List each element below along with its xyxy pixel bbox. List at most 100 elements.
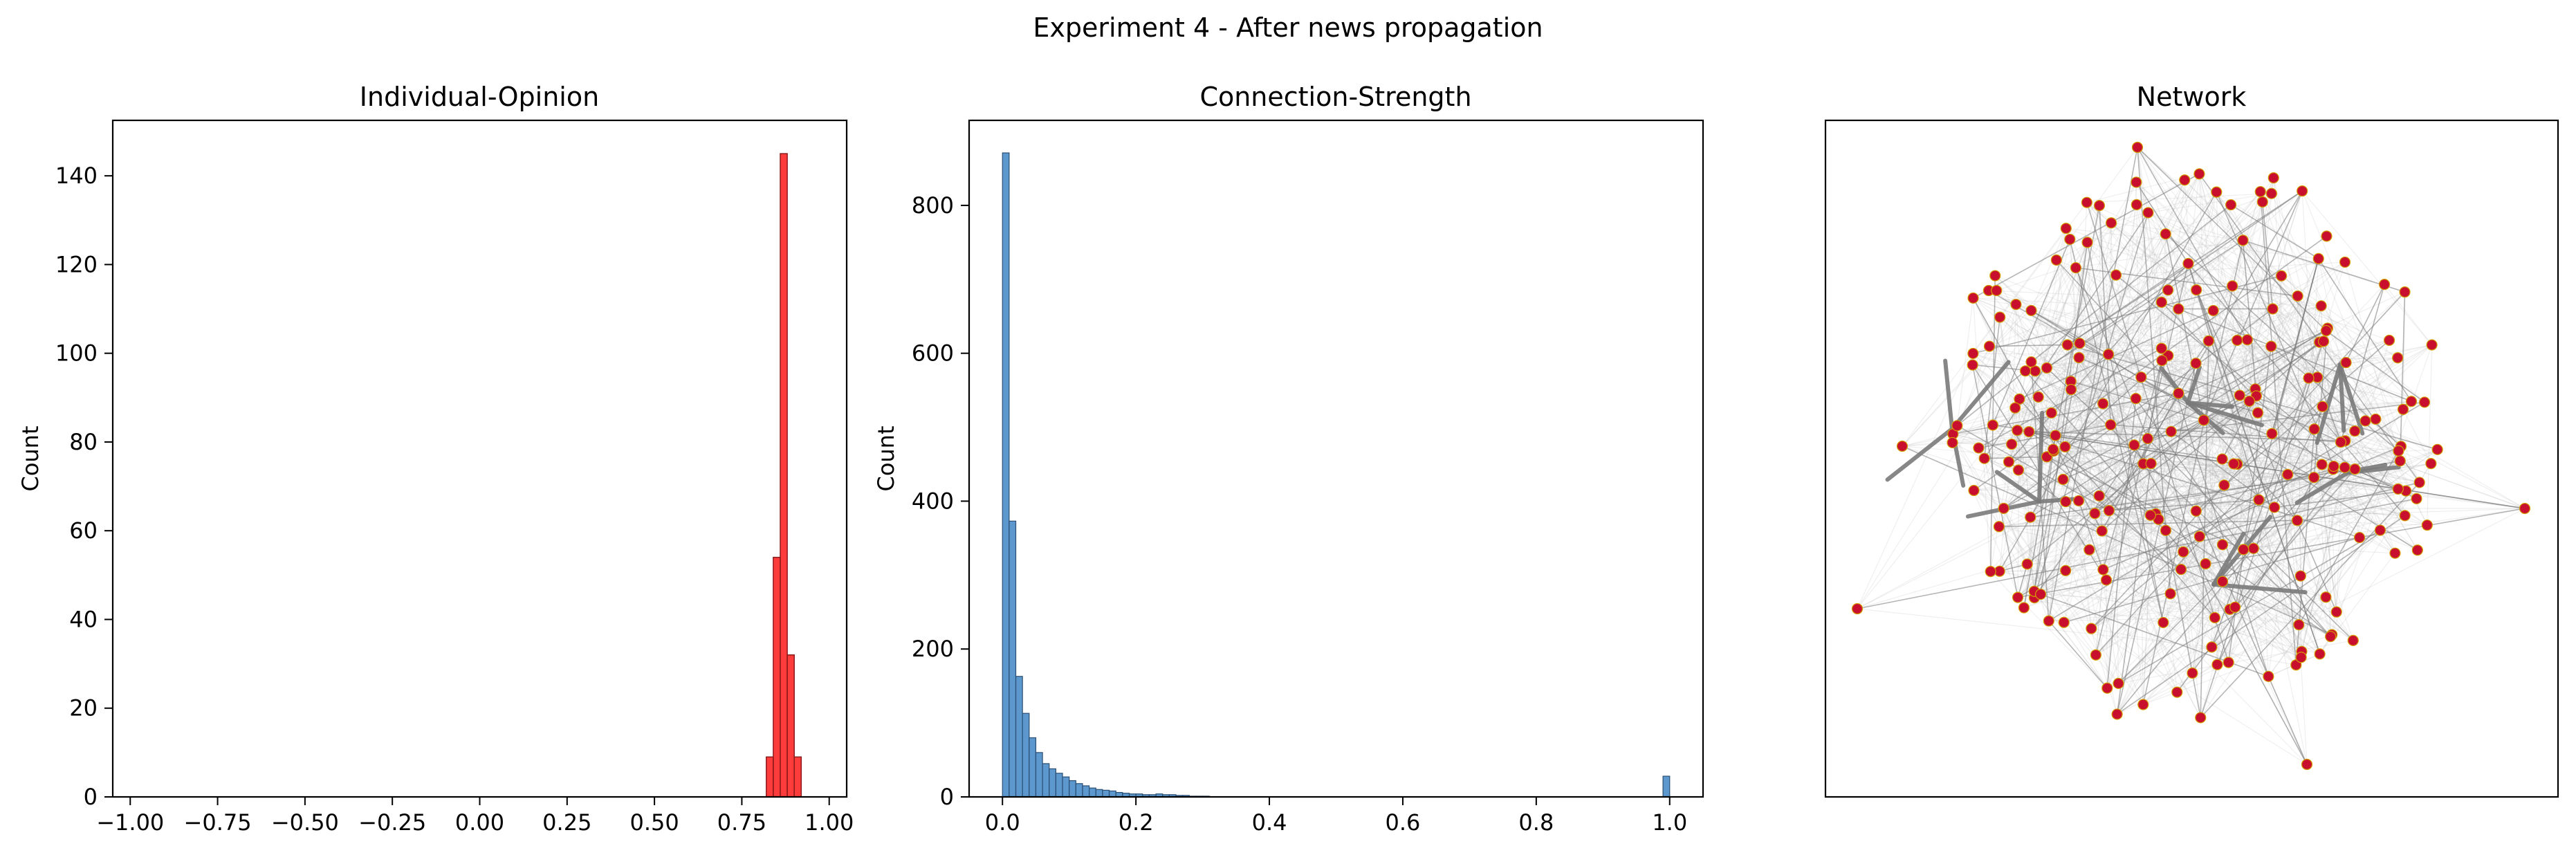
network-node xyxy=(2399,286,2411,298)
network-edge xyxy=(1994,275,2032,311)
network-node xyxy=(2317,401,2328,412)
network-edge xyxy=(2196,511,2308,765)
network-edge xyxy=(1998,192,2217,572)
network-node xyxy=(2295,652,2307,663)
network-edge xyxy=(2137,147,2395,554)
network-edge xyxy=(2165,233,2402,447)
network-edge xyxy=(2133,263,2189,445)
network-node xyxy=(2061,339,2073,351)
network-edge xyxy=(2016,304,2355,470)
network-edge xyxy=(2102,193,2272,404)
network-edge xyxy=(2216,192,2324,407)
network-node xyxy=(2182,257,2194,270)
strength-bar xyxy=(1075,783,1083,798)
network-edge xyxy=(2142,388,2256,465)
network-node xyxy=(1989,270,2001,282)
network-edge xyxy=(2239,394,2342,443)
network-node xyxy=(2025,511,2036,523)
network-edge xyxy=(2176,467,2346,693)
network-node xyxy=(1947,436,1958,449)
network-edge xyxy=(1885,427,1954,482)
network-edge xyxy=(2034,393,2179,598)
network-node xyxy=(2142,432,2153,445)
network-edge xyxy=(2103,403,2342,443)
network-edge xyxy=(2030,204,2232,362)
network-node xyxy=(2266,428,2278,439)
network-node xyxy=(2405,396,2418,407)
network-edge xyxy=(1989,344,2068,347)
network-edge xyxy=(1956,425,2110,511)
network-node xyxy=(2003,456,2015,468)
network-graph xyxy=(1851,141,2531,771)
network-node xyxy=(2256,196,2268,208)
network-edge xyxy=(2260,191,2381,531)
network-edge xyxy=(1952,442,2144,705)
network-edge xyxy=(1984,310,2214,459)
network-node xyxy=(2393,445,2404,457)
network-node xyxy=(2237,235,2249,246)
network-edge xyxy=(2066,228,2142,378)
network-edge xyxy=(2075,267,2209,342)
network-edge xyxy=(2259,192,2297,665)
network-edge xyxy=(2106,393,2179,580)
network-edge xyxy=(2034,393,2179,598)
network-node xyxy=(2050,254,2062,266)
network-node xyxy=(2232,334,2243,346)
network-edge xyxy=(2199,401,2425,537)
network-edge xyxy=(2322,401,2412,407)
network-node xyxy=(2353,531,2366,544)
network-node xyxy=(2349,425,2361,437)
network-edge xyxy=(2162,360,2334,470)
network-edge xyxy=(2065,388,2256,448)
network-edge xyxy=(2338,362,2365,436)
network-node xyxy=(2378,278,2391,291)
network-edge xyxy=(2162,360,2334,470)
network-node xyxy=(1987,419,1998,431)
network-edge xyxy=(2213,310,2315,478)
network-edge xyxy=(2297,295,2407,491)
network-edge xyxy=(2108,499,2259,511)
network-node xyxy=(2190,505,2202,517)
network-edge xyxy=(1988,290,2072,390)
network-node xyxy=(2162,284,2174,296)
network-node xyxy=(2097,564,2109,576)
network-edge xyxy=(2199,536,2216,618)
network-edge xyxy=(2180,481,2420,570)
network-node xyxy=(1967,347,1979,360)
network-edge xyxy=(1857,450,2399,609)
network-node xyxy=(2263,670,2274,682)
network-edge xyxy=(2133,305,2322,445)
network-edge xyxy=(2008,461,2103,532)
network-edge xyxy=(2162,342,2320,623)
network-node xyxy=(2070,261,2081,274)
network-node xyxy=(2057,473,2069,486)
network-edge xyxy=(2086,202,2229,663)
network-node xyxy=(2034,588,2047,600)
network-node xyxy=(2216,576,2229,587)
network-edge xyxy=(2099,205,2112,425)
network-edge xyxy=(2087,241,2355,432)
network-node xyxy=(2101,682,2113,694)
network-edge xyxy=(2051,192,2217,414)
network-edge xyxy=(2095,499,2259,656)
network-edge xyxy=(2115,275,2420,483)
network-edge xyxy=(2030,517,2299,625)
network-edge xyxy=(2223,261,2346,486)
network-edge xyxy=(2108,510,2184,553)
network-node xyxy=(2032,391,2044,403)
network-edge xyxy=(1978,357,2079,448)
network-node xyxy=(2155,342,2167,354)
network-node xyxy=(2206,641,2218,653)
network-edge xyxy=(2063,395,2257,480)
network-edge xyxy=(2099,205,2103,531)
network-edge xyxy=(2053,212,2149,452)
network-edge xyxy=(2030,327,2328,518)
network-edge xyxy=(1956,297,1974,426)
network-edge xyxy=(2301,190,2433,345)
network-edge xyxy=(2346,362,2420,483)
network-edge xyxy=(2344,261,2401,461)
network-edge xyxy=(2217,508,2526,665)
network-edge xyxy=(2017,295,2299,598)
network-edge xyxy=(2281,275,2398,358)
network-edge xyxy=(2198,174,2315,430)
